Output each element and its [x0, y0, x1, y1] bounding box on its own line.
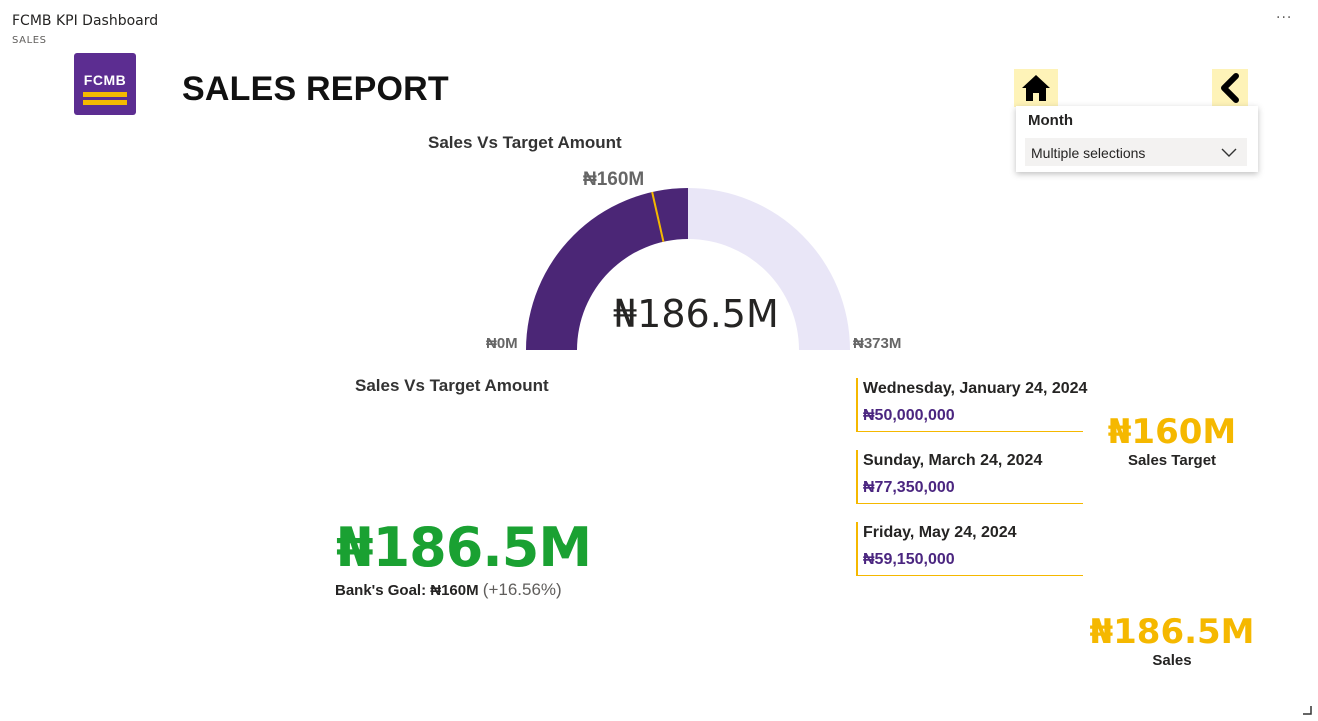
- sales-target-value: ₦160M: [1107, 412, 1237, 452]
- kpi-title: Sales Vs Target Amount: [355, 376, 549, 395]
- kpi-goal-label: Bank's Goal: ₦160M: [335, 582, 479, 599]
- list-item: Sunday, March 24, 2024 ₦77,350,000: [856, 450, 1083, 504]
- gauge-target-label: ₦160M: [583, 169, 645, 190]
- logo-stripe: [83, 92, 127, 97]
- report-title: SALES REPORT: [182, 70, 449, 108]
- home-icon: [1022, 75, 1050, 101]
- gauge-fill: [526, 188, 688, 350]
- card-date: Friday, May 24, 2024: [863, 524, 1017, 541]
- gauge-title: Sales Vs Target Amount: [428, 133, 622, 152]
- resize-handle-icon[interactable]: [1302, 705, 1312, 715]
- logo-text: FCMB: [83, 72, 127, 88]
- gauge-target-marker: [651, 191, 665, 242]
- list-item: Friday, May 24, 2024 ₦59,150,000: [856, 522, 1083, 576]
- card-amount: ₦50,000,000: [863, 407, 955, 424]
- sales-value: ₦186.5M: [1089, 612, 1255, 652]
- page-subtitle: SALES: [12, 35, 47, 46]
- gauge-min-label: ₦0M: [486, 335, 518, 352]
- fcmb-logo: FCMB: [74, 53, 136, 115]
- kpi-goal: Bank's Goal: ₦160M (+16.56%): [335, 580, 562, 600]
- sales-label: Sales: [1152, 652, 1192, 669]
- sales-card: ₦186.5M Sales: [1082, 612, 1262, 669]
- logo-stripe: [83, 100, 127, 105]
- gauge-value: ₦186.5M: [613, 292, 779, 336]
- card-date: Wednesday, January 24, 2024: [863, 380, 1088, 397]
- back-arrow-icon: [1221, 73, 1239, 103]
- more-options-button[interactable]: ···: [1276, 10, 1293, 26]
- slicer-title: Month: [1028, 112, 1073, 129]
- month-slicer: Month Multiple selections: [1016, 106, 1258, 172]
- dropdown-value: Multiple selections: [1031, 145, 1146, 161]
- back-button[interactable]: [1212, 69, 1248, 107]
- sales-target-card: ₦160M Sales Target: [1092, 412, 1252, 469]
- gauge-chart: [526, 188, 850, 350]
- kpi-goal-percent: (+16.56%): [482, 580, 562, 599]
- kpi-value: ₦186.5M: [336, 516, 592, 579]
- checkmark-icon: [561, 537, 577, 550]
- chevron-down-icon: [1221, 148, 1237, 157]
- app-title: FCMB KPI Dashboard: [12, 13, 159, 29]
- home-button[interactable]: [1014, 69, 1058, 107]
- sales-target-label: Sales Target: [1127, 452, 1217, 469]
- card-date: Sunday, March 24, 2024: [863, 452, 1043, 469]
- month-dropdown[interactable]: Multiple selections: [1025, 138, 1247, 166]
- gauge-max-label: ₦373M: [853, 335, 902, 352]
- card-amount: ₦59,150,000: [863, 551, 955, 568]
- list-item: Wednesday, January 24, 2024 ₦50,000,000: [856, 378, 1087, 432]
- card-amount: ₦77,350,000: [863, 479, 955, 496]
